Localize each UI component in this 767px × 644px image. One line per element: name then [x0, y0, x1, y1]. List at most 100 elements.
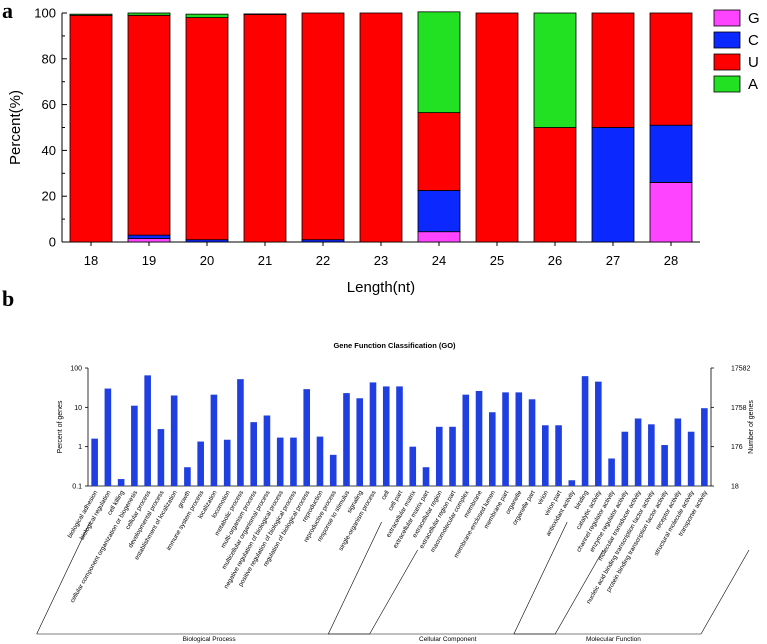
go-bar-28 — [462, 394, 470, 486]
y-tick-label-a: 60 — [42, 97, 56, 112]
legend-label-U: U — [748, 54, 759, 71]
legend-label-G: G — [748, 10, 760, 27]
bar-segment-U-27 — [591, 12, 635, 128]
go-bar-45 — [687, 431, 695, 486]
go-bar-33 — [528, 399, 536, 486]
y-tick-label-a: 0 — [49, 235, 56, 250]
go-bar-20 — [356, 398, 364, 486]
go-bar-15 — [290, 437, 297, 486]
bar-segment-U-18 — [69, 14, 113, 243]
group-bracket-left — [328, 521, 382, 635]
y-tick-label-b-right: 1758 — [731, 405, 747, 412]
x-tick-label-a: 19 — [142, 253, 156, 268]
go-bar-32 — [515, 392, 523, 486]
go-bar-19 — [343, 393, 350, 486]
y-tick-label-a: 100 — [34, 6, 56, 21]
group-label: Molecular Function — [586, 636, 641, 643]
go-bar-2 — [117, 479, 125, 486]
bar-segment-A-19 — [127, 12, 171, 16]
x-tick-label-a: 27 — [606, 253, 620, 268]
group-bracket-right — [554, 549, 604, 635]
legend-swatch-G — [713, 9, 741, 27]
bar-segment-C-19 — [127, 234, 171, 239]
go-bar-24 — [409, 446, 417, 486]
go-bar-39 — [608, 458, 615, 486]
x-tick-label-a: 20 — [200, 253, 214, 268]
legend-label-C: C — [748, 32, 759, 49]
y-tick-label-b-right: 176 — [731, 444, 743, 451]
go-bar-17 — [316, 436, 324, 486]
y-axis-label-a: Percent(%) — [7, 90, 24, 165]
bar-segment-U-19 — [127, 14, 171, 236]
y-tick-label-b-left: 100 — [70, 366, 82, 373]
x-axis-label-a: Length(nt) — [347, 279, 415, 296]
group-bracket-left — [36, 521, 91, 635]
go-bar-16 — [303, 389, 311, 486]
legend-swatch-A — [713, 75, 741, 93]
go-bar-12 — [250, 422, 257, 486]
go-bar-6 — [170, 395, 178, 486]
go-bar-7 — [184, 467, 191, 486]
x-tick-label-a: 25 — [490, 253, 504, 268]
group-label: Biological Process — [183, 636, 237, 643]
legend-label-A: A — [748, 76, 758, 93]
bar-segment-G-19 — [127, 238, 171, 243]
y-tick-label-b-right: 18 — [731, 484, 739, 491]
go-bar-5 — [157, 429, 165, 486]
go-bar-25 — [422, 467, 430, 486]
y-tick-label-b-left: 0.1 — [72, 484, 82, 491]
chart-b-title: Gene Function Classification (GO) — [333, 341, 456, 350]
go-bar-9 — [210, 394, 218, 486]
panel-b-letter: b — [2, 286, 14, 311]
go-bar-46 — [701, 408, 708, 486]
y-tick-label-a: 80 — [42, 51, 56, 66]
go-bar-23 — [396, 386, 403, 486]
bar-segment-G-24 — [417, 231, 461, 243]
bar-segment-U-25 — [475, 12, 519, 243]
go-bar-38 — [595, 381, 602, 486]
go-bar-10 — [223, 439, 231, 486]
panel-a-letter: a — [2, 0, 13, 23]
group-bracket-right — [369, 549, 418, 635]
go-bar-14 — [276, 437, 284, 486]
go-bar-40 — [621, 431, 629, 486]
go-bar-36 — [568, 480, 576, 486]
bar-segment-A-20 — [185, 13, 229, 18]
bar-segment-U-23 — [359, 12, 403, 243]
go-bar-22 — [382, 386, 390, 486]
group-bracket-left — [513, 521, 568, 635]
bar-segment-U-24 — [417, 112, 461, 191]
x-tick-label-a: 18 — [84, 253, 98, 268]
bar-segment-G-28 — [649, 182, 693, 243]
bar-segment-A-18 — [69, 13, 113, 16]
go-bar-0 — [91, 438, 98, 486]
go-bar-11 — [237, 379, 244, 486]
y-tick-label-a: 20 — [42, 189, 56, 204]
go-bar-34 — [542, 425, 549, 486]
go-bar-37 — [581, 376, 589, 486]
go-bar-41 — [634, 418, 642, 486]
go-bar-26 — [435, 426, 443, 486]
bar-segment-A-26 — [533, 12, 577, 128]
go-bar-1 — [104, 388, 112, 486]
x-tick-label-a: 28 — [664, 253, 678, 268]
go-bar-21 — [369, 382, 377, 486]
bar-segment-U-26 — [533, 127, 577, 243]
go-bar-chart-b: Gene Function Classification (GO) 0.1 18 1 1… — [36, 341, 755, 643]
go-bar-27 — [449, 426, 456, 486]
go-bar-3 — [131, 405, 138, 486]
y-axis-label-b-left: Percent of genes — [57, 400, 64, 453]
stacked-bar-chart-a: 0 20 40 60 80 100 18 19 20 21 22 23 24 25 26 27 28 Length… — [7, 6, 700, 296]
x-tick-label-a: 24 — [432, 253, 446, 268]
bar-segment-C-27 — [591, 127, 635, 243]
go-bar-44 — [674, 418, 682, 486]
y-tick-label-b-right: 17582 — [731, 366, 751, 373]
group-label: Cellular Component — [419, 636, 477, 643]
legend-swatch-U — [713, 53, 741, 71]
go-bar-30 — [488, 412, 496, 486]
go-bar-13 — [263, 415, 271, 486]
group-bracket-right — [700, 549, 750, 635]
go-bar-42 — [648, 424, 655, 486]
category-label: cell — [380, 490, 391, 502]
